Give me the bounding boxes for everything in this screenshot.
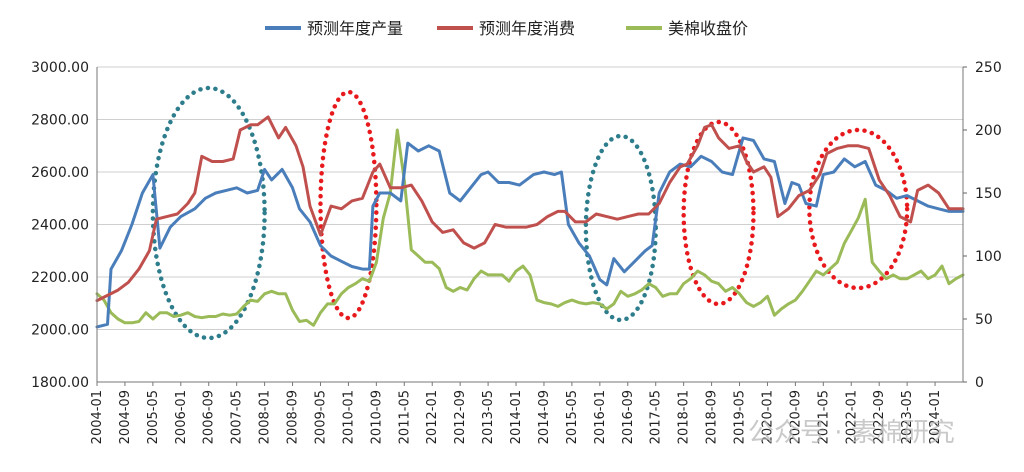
x-tick-label: 2008-01 (258, 390, 273, 444)
grid-lines (97, 66, 963, 383)
x-tick-label: 2022-01 (844, 390, 859, 444)
x-tick-label: 2015-05 (565, 390, 580, 444)
right-tick-label: 100 (975, 249, 1002, 265)
series-layer (95, 115, 965, 329)
legend-label: 美棉收盘价 (668, 19, 748, 38)
x-tick-label: 2005-05 (146, 390, 161, 444)
x-tick-label: 2013-05 (481, 390, 496, 444)
x-tick-label: 2012-09 (453, 390, 468, 444)
x-tick-label: 2023-05 (900, 390, 915, 444)
annotation-ellipse (318, 89, 379, 321)
x-tick-label: 2010-09 (369, 390, 384, 444)
x-tick-label: 2007-05 (230, 390, 245, 444)
annotation-ellipses (150, 85, 910, 341)
left-tick-label: 3000.00 (31, 60, 89, 76)
x-tick-label: 2018-09 (705, 390, 720, 444)
x-tick-label: 2008-09 (286, 390, 301, 444)
x-tick-label: 2019-05 (733, 390, 748, 444)
legend-label: 预测年度产量 (307, 19, 403, 38)
left-tick-label: 2800.00 (31, 113, 89, 129)
left-tick-label: 2600.00 (31, 165, 89, 181)
x-tick-label: 2021-05 (816, 390, 831, 444)
x-tick-label: 2020-01 (760, 390, 775, 444)
left-tick-label: 2200.00 (31, 270, 89, 286)
annotation-ellipse (807, 127, 910, 291)
series-line-2 (95, 128, 965, 327)
right-tick-label: 250 (975, 60, 1002, 76)
x-tick-label: 2022-09 (872, 390, 887, 444)
right-tick-label: 50 (975, 312, 993, 328)
x-tick-label: 2016-09 (621, 390, 636, 444)
series-line-0 (95, 136, 965, 329)
right-tick-label: 0 (975, 375, 984, 391)
watermark: 公众号 · 素棉研究 (748, 418, 955, 448)
x-tick-label: 2004-09 (118, 390, 133, 444)
x-tick-label: 2004-01 (90, 390, 105, 444)
x-tick-label: 2024-01 (928, 390, 943, 444)
right-tick-label: 150 (975, 186, 1002, 202)
left-axis-ticks: 1800.00 2000.00 2200.00 2400.00 2600.00 2800.… (31, 60, 89, 391)
annotation-ellipse (681, 119, 756, 307)
x-tick-label: 2010-01 (341, 390, 356, 444)
right-tick-label: 200 (975, 123, 1002, 139)
left-tick-label: 1800.00 (31, 375, 89, 391)
x-tick-label: 2011-05 (397, 390, 412, 444)
x-tick-label: 2012-01 (425, 390, 440, 444)
left-tick-label: 2400.00 (31, 218, 89, 234)
x-tick-label: 2020-09 (788, 390, 803, 444)
x-tick-label: 2014-01 (509, 390, 524, 444)
x-tick-label: 2017-05 (649, 390, 664, 444)
right-axis-ticks: 0 50 100 150 200 250 (963, 60, 1002, 391)
legend: 预测年度产量 预测年度消费 美棉收盘价 (265, 19, 748, 38)
series-line-1 (95, 115, 965, 303)
x-tick-label: 2009-05 (313, 390, 328, 444)
x-tick-label: 2006-01 (174, 390, 189, 444)
left-tick-label: 2000.00 (31, 323, 89, 339)
x-tick-label: 2014-09 (537, 390, 552, 444)
x-tick-label: 2018-01 (677, 390, 692, 444)
axes (96, 67, 964, 383)
legend-label: 预测年度消费 (479, 19, 575, 38)
x-axis-ticks: 2004-01 2004-09 2005-05 2006-01 2006-09 2007-… (90, 382, 943, 444)
annotation-ellipse (150, 85, 267, 341)
x-tick-label: 2016-01 (593, 390, 608, 444)
x-tick-label: 2006-09 (202, 390, 217, 444)
